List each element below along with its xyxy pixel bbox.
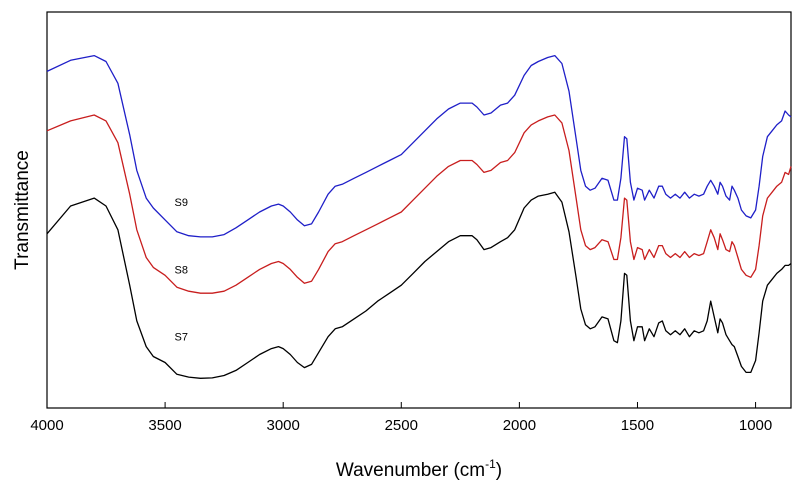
x-tick-label: 1500 <box>621 417 654 434</box>
x-tick-label: 1000 <box>739 417 772 434</box>
x-tick-label: 2000 <box>503 417 536 434</box>
x-axis-label-main: Wavenumber (cm <box>336 460 485 481</box>
x-tick-label: 2500 <box>385 417 418 434</box>
series-label-s8: S8 <box>175 264 188 276</box>
y-axis-label: Transmittance <box>12 150 33 270</box>
x-tick-label: 3000 <box>267 417 300 434</box>
series-label-s7: S7 <box>175 332 188 344</box>
plot-frame <box>46 11 792 409</box>
x-tick-label: 4000 <box>30 417 63 434</box>
x-tick-label: 3500 <box>148 417 181 434</box>
x-axis-label-sup: -1 <box>485 457 496 471</box>
series-line-s9 <box>46 54 792 238</box>
x-axis-label: Wavenumber (cm-1) <box>336 457 502 481</box>
series-label-s9: S9 <box>175 197 188 209</box>
x-axis-label-end: ) <box>496 460 502 481</box>
series-line-s8 <box>46 114 792 294</box>
series-line-s7 <box>46 191 792 379</box>
x-axis-ticks: 4000 3500 3000 2500 2000 1500 1000 <box>30 402 772 434</box>
series-label-layer: S9 S8 S7 <box>175 197 188 344</box>
series-layer <box>46 54 792 379</box>
